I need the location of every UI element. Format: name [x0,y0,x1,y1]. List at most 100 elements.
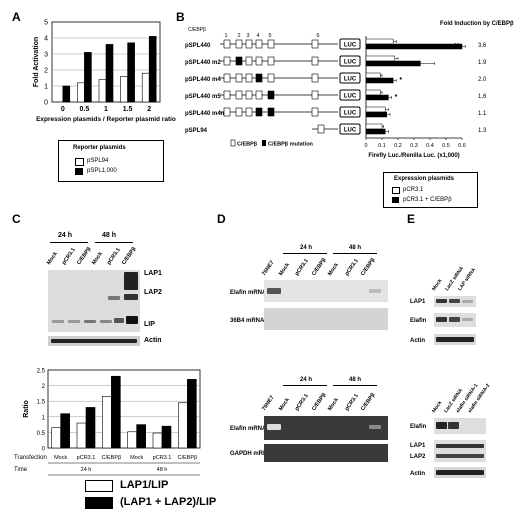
site-number: 6 [316,33,319,39]
legend-c-item-1: (LAP1 + LAP2)/LIP [120,496,217,508]
luc-box [339,123,361,135]
chart-b-fold: 1.9 [478,60,487,66]
cebp-site [223,56,231,66]
panel-label-b: B [176,10,185,24]
d-row-36b4: 36B4 mRNA [230,318,265,324]
legend-a-swatch-0 [75,158,84,166]
e-row-elafin-bottom: Elafin [410,424,427,430]
site-legend-swatch-1 [262,140,266,146]
chart-b-fold: 2.0 [478,77,487,83]
e-row-lap2-bottom: LAP2 [410,454,426,460]
chart-b-significance: ** [454,43,460,50]
chart-c-bar [127,431,137,449]
chart-b-xtick: 0.1 [378,143,386,149]
chart-c-xtick: pCR3.1 [153,455,172,461]
blot-c-actin [48,336,140,346]
c-time-24: 24 h [58,232,73,239]
chart-a-bar [148,36,157,103]
chart-c-ytick: 1.5 [37,400,46,406]
cebp-site [311,56,319,66]
chart-b-xtick: 0.6 [458,143,466,149]
construct-label: pSPL440 m2 [185,60,221,66]
luc-label: LUC [344,111,357,117]
cebp-site [311,107,319,117]
c-band-actin: Actin [144,337,162,344]
cebp-site [235,107,243,117]
d-line-48-top [333,253,377,254]
legend-a-swatch-1 [75,168,83,175]
cebp-site [311,90,319,100]
chart-c-ytick: 0 [42,447,46,453]
luc-box [339,55,361,67]
chart-b-fold: 3.6 [478,43,487,49]
legend-b-title: Expression plasmids [394,176,455,182]
cebp-mutation-site [235,56,243,66]
cebp-site [245,73,253,83]
chart-c-bar [111,375,121,449]
chart-a-bar [84,52,92,103]
chart-c-ytick: 1 [42,415,46,421]
chart-b-xtick: 0.4 [426,143,434,149]
chart-c-xtick: C/EBPβ [177,455,197,461]
blot-d-elafin-bottom [264,416,388,440]
panel-label-a: A [12,10,21,24]
panel-label-d: D [217,212,226,226]
blot-e-elafin-top [434,313,476,327]
chart-a-ytick: 0 [44,100,48,107]
panel-label-e: E [407,212,416,226]
d-time-24-bottom: 24 h [300,377,313,383]
chart-b-significance: * [395,94,398,101]
chart-c-xtick: C/EBPβ [101,455,121,461]
chart-c-ytick: 0.5 [37,431,46,437]
cebp-site [223,90,231,100]
e-row-actin-bottom: Actin [410,471,425,477]
chart-a-xlabel: Expression plasmids / Reporter plasmid r… [36,116,176,123]
chart-c-time: 48 h [157,467,168,473]
site-number: 1 [224,33,227,39]
legend-a-title: Reporter plasmids [73,145,126,151]
chart-c-frame [47,369,201,449]
cebp-site [235,90,243,100]
c-time-48: 48 h [102,232,117,239]
cebp-mutation-site [255,73,263,83]
luc-label: LUC [344,43,357,49]
luc-box [339,89,361,101]
legend-c-item-0: LAP1/LIP [120,479,169,491]
construct-label: pSPL94 [185,128,208,134]
luc-label: LUC [344,77,357,83]
site-legend-item-0: C/EBPβ [237,142,258,148]
construct-label: pSPL440 m4m5 [185,111,230,117]
chart-c-xtick: Mock [130,455,143,461]
cebp-site [245,90,253,100]
d-row-gapdh: GAPDH mRNA [230,451,272,457]
chart-c-bar [102,396,112,449]
chart-c-bar [51,427,61,449]
blot-e-actin-bottom [434,467,486,478]
chart-c-ytick: 2 [42,384,46,390]
construct-label: pSPL440 [185,43,211,49]
cebp-site [245,107,253,117]
chart-c-ylabel: Ratio [23,400,30,418]
chart-b-xtick: 0.3 [410,143,418,149]
site-legend-swatch-0 [230,139,236,147]
blot-d-gapdh [264,444,388,462]
c-time-line-48 [95,242,133,243]
d-line-24-bottom [283,385,327,386]
blot-e-elafin-bottom [434,418,486,434]
cebp-site [267,73,275,83]
d-row-elafin-top: Elafin mRNA [230,290,267,296]
cebp-mutation-site [267,90,275,100]
c-band-lap1: LAP1 [144,270,162,277]
legend-b-box: Expression plasmids pCR3.1 pCR3.1 + C/EB… [383,172,478,208]
legend-b-item-0: pCR3.1 [403,187,424,193]
chart-a-ytick: 2 [44,68,48,75]
legend-a-item-0: pSPL94 [87,158,109,164]
chart-c-ytick: 2.5 [37,369,46,375]
blot-c-cebp [48,270,140,332]
e-row-actin-top: Actin [410,338,425,344]
chart-b-xtick: 0.2 [394,143,402,149]
chart-a-xtick: 1 [104,106,108,113]
panel-label-c: C [12,212,21,226]
blot-d-36b4 [264,308,388,330]
